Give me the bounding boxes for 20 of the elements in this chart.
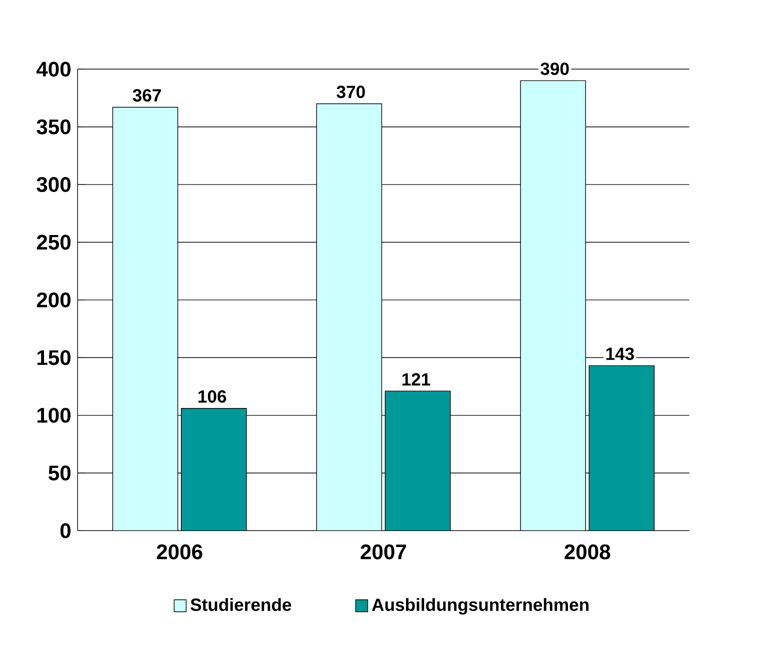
x-tick-label: 2006 [156,544,202,560]
y-tick-label: 150 [37,350,71,366]
y-tick-label: 300 [36,177,71,192]
data-label: 370 [336,86,365,98]
y-tick-label: 350 [36,119,71,134]
y-tick-label: 250 [36,234,71,250]
data-label: 121 [402,373,430,386]
y-tick-label: 0 [60,523,71,538]
legend-label: Ausbildungsunternehmen [372,598,588,615]
y-tick-label: 100 [37,408,71,423]
data-label: 390 [540,62,569,76]
data-label: 106 [198,390,226,403]
y-tick-label: 200 [36,292,71,308]
legend-label: Studierende [190,598,292,612]
y-tick-label: 50 [48,466,71,481]
data-label: 143 [606,348,634,360]
x-tick-label: 2007 [360,544,406,560]
y-tick-label: 400 [36,62,71,77]
x-tick-label: 2008 [564,544,610,560]
data-label: 367 [132,89,161,102]
